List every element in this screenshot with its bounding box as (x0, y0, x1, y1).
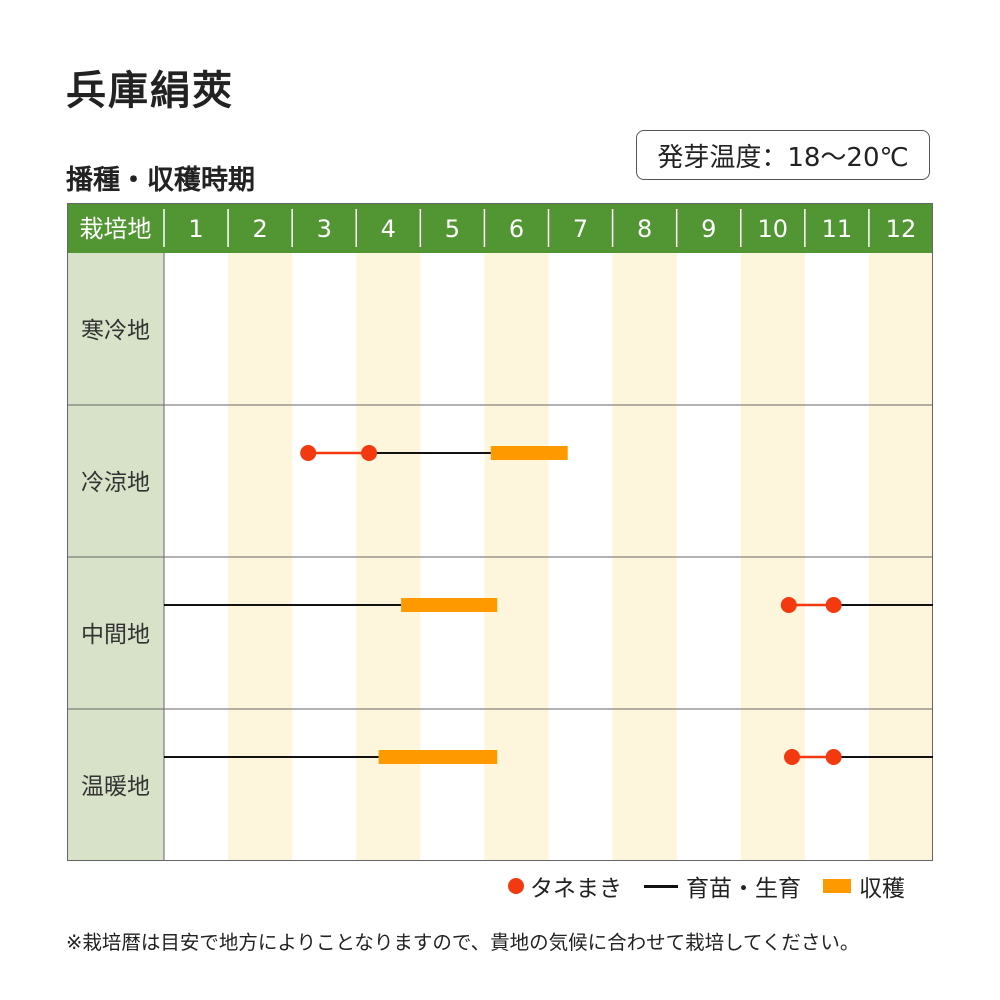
legend-harvest-label: 収穫 (859, 876, 905, 902)
harvest-bar (401, 598, 498, 612)
month-label: 8 (637, 215, 652, 243)
month-label: 1 (188, 215, 203, 243)
month-label: 12 (886, 215, 917, 243)
harvest-bar (378, 750, 498, 764)
page-title: 兵庫絹莢 (66, 68, 234, 114)
growth-line-icon (644, 884, 678, 888)
legend-harvest: 収穫 (823, 869, 905, 903)
footnote: ※栽培暦は目安で地方によりことなりますので、貴地の気候に合わせて栽培してください… (66, 931, 860, 954)
month-label: 6 (509, 215, 524, 243)
harvest-bar-icon (823, 879, 851, 893)
header-region-label: 栽培地 (80, 215, 152, 243)
germination-temperature-label: 発芽温度：18〜20℃ (657, 142, 909, 173)
chart-legend: タネまき 育苗・生育 収穫 (508, 868, 905, 904)
legend-sowing-label: タネまき (530, 876, 622, 902)
sowing-start-dot (784, 749, 801, 765)
sowing-end-dot (825, 597, 842, 613)
legend-sowing: タネまき (508, 869, 622, 903)
sowing-start-dot (780, 597, 797, 613)
sowing-start-dot (300, 445, 317, 461)
sowing-end-dot (361, 445, 378, 461)
chart-border (67, 203, 933, 861)
region-label: 冷涼地 (81, 470, 150, 496)
region-label: 寒冷地 (81, 318, 150, 344)
legend-seedling-label: 育苗・生育 (686, 876, 801, 902)
chart-subtitle: 播種・収穫時期 (66, 165, 255, 196)
month-label: 9 (701, 215, 716, 243)
month-label: 7 (573, 215, 588, 243)
month-label: 4 (381, 215, 396, 243)
harvest-bar (490, 446, 568, 460)
sowing-dot-icon (508, 878, 524, 894)
month-label: 3 (317, 215, 332, 243)
header-bar (67, 203, 933, 253)
region-label: 温暖地 (81, 774, 150, 800)
month-label: 5 (445, 215, 460, 243)
sowing-end-dot (825, 749, 842, 765)
germination-temperature-box: 発芽温度：18〜20℃ (636, 130, 930, 180)
month-label: 11 (822, 215, 853, 243)
month-label: 2 (252, 215, 267, 243)
month-label: 10 (758, 215, 789, 243)
legend-seedling: 育苗・生育 (644, 869, 801, 903)
region-label: 中間地 (81, 622, 150, 648)
